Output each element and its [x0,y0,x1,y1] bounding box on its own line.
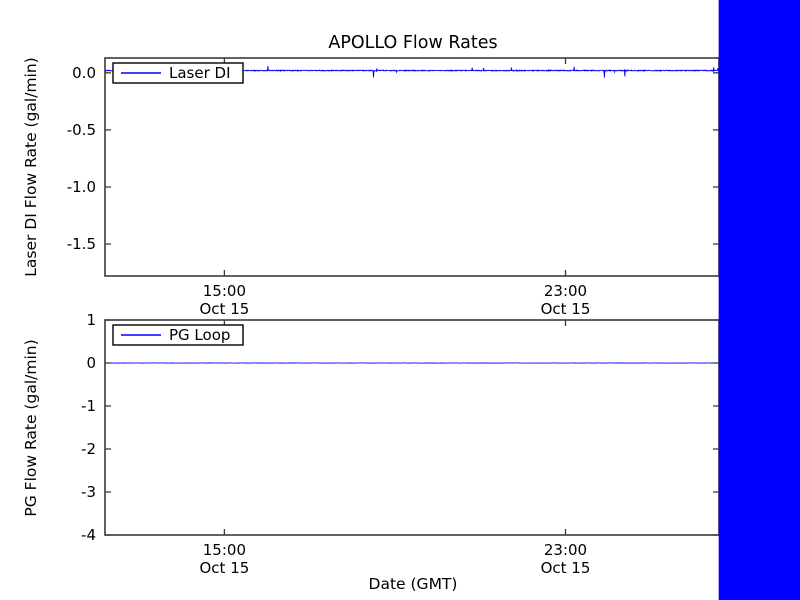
laser-di-series-line [104,65,800,78]
bottom-y-axis-label: PG Flow Rate (gal/min) [22,339,40,516]
x-tick-label-date: Oct 15 [199,559,249,577]
bottom-y-axis-ticks: 1 0 -1 -2 -3 -4 [81,311,719,544]
x-tick-label-time: 23:00 [544,541,587,559]
y-tick-label: 1 [86,311,96,329]
top-plot-frame [104,57,720,277]
x-tick-label-date: Oct 15 [541,559,591,577]
y-tick-label: -1.5 [67,235,96,253]
y-tick-label: -0.5 [67,121,96,139]
x-tick-label-time: 15:00 [203,282,246,300]
y-tick-label: -3 [81,483,96,501]
y-tick-label: 0.0 [72,64,96,82]
y-tick-label: 0 [86,354,96,372]
x-tick-label-date: Oct 15 [199,300,249,318]
bottom-legend-label: PG Loop [169,326,230,344]
top-legend[interactable]: Laser DI [112,62,244,84]
y-tick-label: -1.0 [67,178,96,196]
bottom-plot-frame [104,319,720,536]
bottom-legend[interactable]: PG Loop [112,324,244,346]
y-tick-label: -4 [81,526,96,544]
top-y-axis-label: Laser DI Flow Rate (gal/min) [22,57,40,276]
top-legend-box [112,62,244,84]
top-legend-label: Laser DI [169,64,231,82]
x-axis-label: Date (GMT) [369,575,458,593]
pg-loop-series-line [104,0,800,600]
y-tick-label: -2 [81,440,96,458]
x-tick-label-date: Oct 15 [541,300,591,318]
top-y-axis-ticks: 0.0 -0.5 -1.0 -1.5 [67,64,719,253]
x-tick-label-time: 15:00 [203,541,246,559]
chart-title: APOLLO Flow Rates [328,33,497,53]
bottom-legend-box [112,324,244,346]
y-tick-label: -1 [81,397,96,415]
x-tick-label-time: 23:00 [544,282,587,300]
